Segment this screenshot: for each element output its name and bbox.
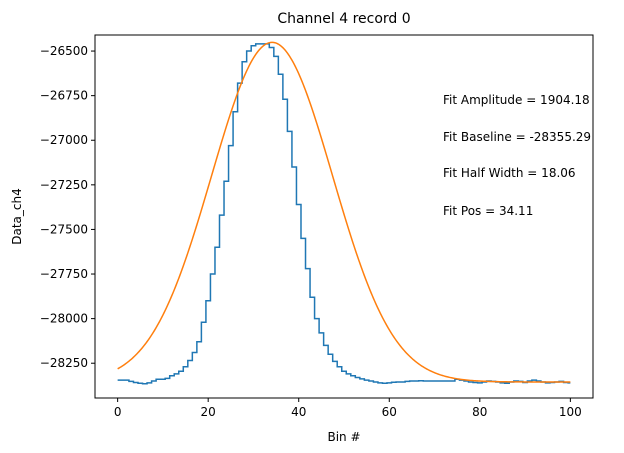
y-tick-label: −27250 <box>40 178 88 192</box>
x-tick-label: 40 <box>291 405 306 419</box>
plot-layer <box>117 41 571 385</box>
y-tick-label: −26500 <box>40 44 88 58</box>
fit-pos-annotation: Fit Pos = 34.11 <box>443 204 533 218</box>
ticks-layer: 0 20 40 60 80 100 −28250 −28000 −27750 −27500 −272… <box>40 44 582 419</box>
x-axis-label: Bin # <box>327 430 360 444</box>
x-tick-label: 20 <box>201 405 216 419</box>
x-tick-label: 100 <box>559 405 582 419</box>
y-tick-label: −26750 <box>40 89 88 103</box>
y-tick-label: −28000 <box>40 312 88 326</box>
fit-half-width-annotation: Fit Half Width = 18.06 <box>443 166 576 180</box>
fit-amplitude-annotation: Fit Amplitude = 1904.18 <box>443 93 590 107</box>
y-tick-label: −27000 <box>40 133 88 147</box>
y-tick-label: −27500 <box>40 222 88 236</box>
x-tick-label: 60 <box>382 405 397 419</box>
x-tick-label: 80 <box>472 405 487 419</box>
chart-title: Channel 4 record 0 <box>277 11 410 27</box>
x-tick-label: 0 <box>114 405 122 419</box>
gaussian-fit-series <box>117 41 571 383</box>
data-step-series <box>117 43 571 385</box>
y-axis-label: Data_ch4 <box>10 188 24 245</box>
annotations: Fit Amplitude = 1904.18 Fit Baseline = -… <box>443 93 591 218</box>
y-tick-label: −28250 <box>40 356 88 370</box>
axes-frame <box>94 34 594 399</box>
fit-baseline-annotation: Fit Baseline = -28355.29 <box>443 130 591 144</box>
y-tick-label: −27750 <box>40 267 88 281</box>
